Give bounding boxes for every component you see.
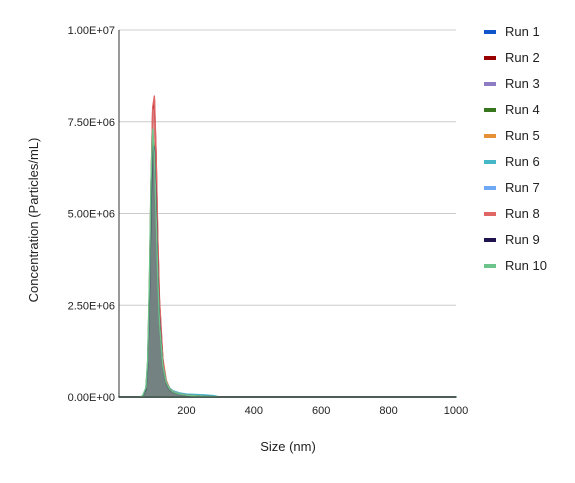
y-tick-label: 5.00E+06 (68, 209, 115, 221)
legend-swatch-1 (484, 30, 496, 34)
y-axis-label: Concentration (Particles/mL) (26, 138, 41, 303)
plot-area (118, 95, 457, 398)
x-tick-label: 800 (379, 405, 397, 417)
axes: 0.00E+00 2.50E+06 5.00E+06 7.50E+06 1.00E+07… (68, 25, 469, 417)
series-area-7 (118, 141, 457, 398)
series-area-1 (118, 143, 457, 398)
y-tick-label: 2.50E+06 (68, 300, 115, 312)
x-axis-label: Size (nm) (260, 439, 316, 454)
gridlines (119, 29, 456, 306)
series-area-2 (118, 99, 457, 398)
series-area-3 (118, 144, 457, 398)
legend-label-8: Run 8 (505, 206, 540, 221)
legend-swatch-7 (484, 186, 496, 190)
legend-swatch-10 (484, 264, 496, 268)
x-tick-label: 600 (312, 405, 330, 417)
legend-label-3: Run 3 (505, 76, 540, 91)
legend-swatch-3 (484, 82, 496, 86)
legend-label-5: Run 5 (505, 128, 540, 143)
legend-label-10: Run 10 (505, 258, 547, 273)
series-area-5 (118, 143, 457, 398)
legend-label-6: Run 6 (505, 154, 540, 169)
y-tick-label: 7.50E+06 (68, 117, 115, 129)
legend-label-2: Run 2 (505, 50, 540, 65)
legend-swatch-9 (484, 238, 496, 242)
series-area-9 (118, 141, 457, 398)
series-area-10 (118, 128, 457, 398)
y-tick-label: 0.00E+00 (68, 392, 115, 404)
x-tick-label: 400 (245, 405, 263, 417)
legend-label-9: Run 9 (505, 232, 540, 247)
legend-swatch-6 (484, 160, 496, 164)
legend-label-4: Run 4 (505, 102, 540, 117)
series-area-6 (118, 135, 457, 398)
legend-label-7: Run 7 (505, 180, 540, 195)
legend: Run 1 Run 2 Run 3 Run 4 Run 5 Run 6 Run 7 Run 8… (484, 24, 547, 273)
legend-label-1: Run 1 (505, 24, 540, 39)
legend-swatch-5 (484, 134, 496, 138)
x-tick-label: 200 (177, 405, 195, 417)
series-area-4 (118, 146, 457, 398)
x-tick-label: 1000 (444, 405, 468, 417)
legend-swatch-4 (484, 108, 496, 112)
legend-swatch-8 (484, 212, 496, 216)
legend-swatch-2 (484, 56, 496, 60)
series-area-8 (118, 95, 457, 398)
y-tick-label: 1.00E+07 (68, 25, 115, 37)
